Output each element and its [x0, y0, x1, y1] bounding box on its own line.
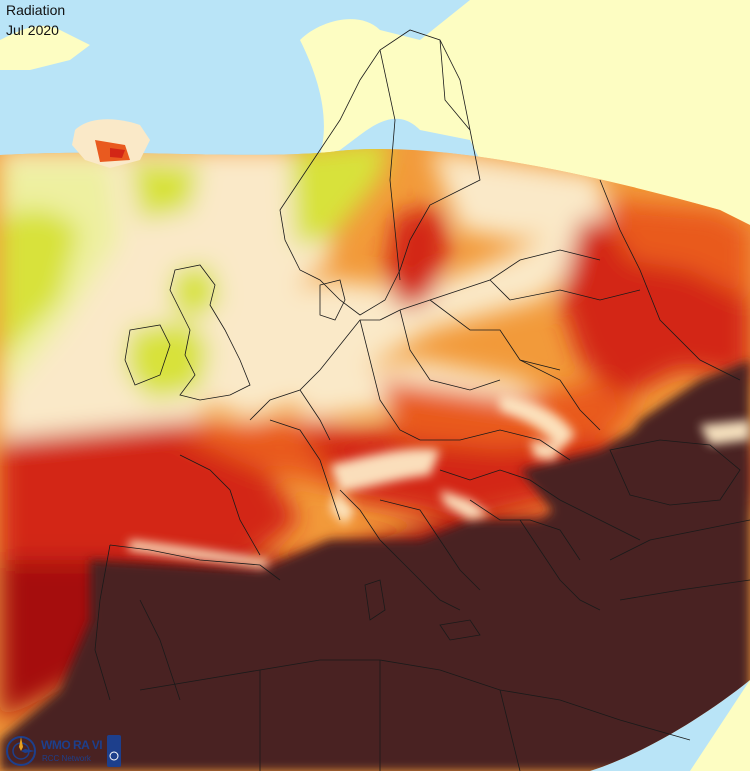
wmo-logo: WMO RA VI RCC Network: [2, 733, 132, 769]
map-title: Radiation: [6, 2, 66, 18]
map-period: Jul 2020: [6, 22, 59, 38]
iceland: [72, 119, 150, 168]
borders: [94, 29, 750, 771]
rcc-emblem-icon: [107, 735, 121, 767]
logo-subtitle: RCC Network: [42, 754, 91, 763]
radiation-field: [0, 149, 750, 771]
wmo-emblem-icon: [6, 736, 36, 766]
logo-title: WMO RA VI: [41, 738, 103, 752]
